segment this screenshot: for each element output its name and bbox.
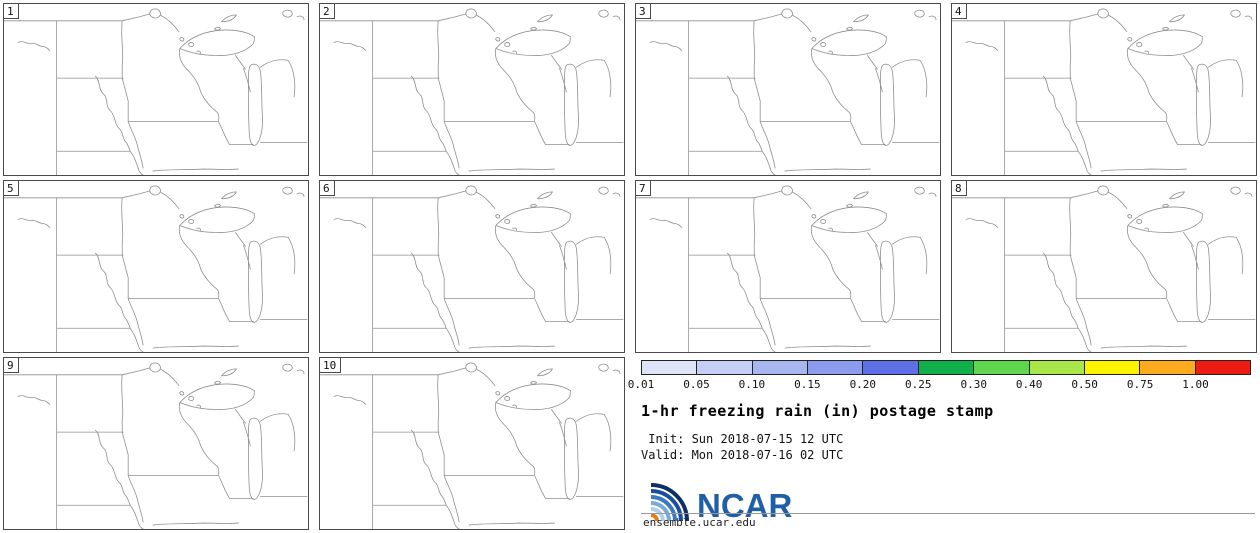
- map-panel: 6: [319, 180, 625, 353]
- colorbar-segment: [642, 361, 698, 374]
- panel-number: 10: [320, 358, 342, 373]
- colorbar-segment: [1029, 361, 1085, 374]
- midwest-map: [4, 8, 308, 175]
- colorbar-segment: [1084, 361, 1141, 374]
- legend-block: 0.01 0.05 0.10 0.15 0.20 0.25 0.30 0.40 0.50 0.75…: [628, 357, 1257, 530]
- panel-number: 9: [4, 358, 19, 373]
- midwest-map: [4, 362, 308, 529]
- map-panel: 7: [635, 180, 941, 353]
- map-panel: 3: [635, 3, 941, 176]
- colorbar-segment: [808, 361, 864, 374]
- midwest-map: [636, 8, 940, 175]
- colorbar-tick-label: 0.20: [849, 378, 877, 391]
- map-panel: 5: [3, 180, 309, 353]
- colorbar-tick-label: 1.00: [1182, 378, 1209, 391]
- panel-number: 4: [952, 4, 967, 19]
- site-url: ensemble.ucar.edu: [641, 513, 1255, 530]
- plot-title: 1-hr freezing rain (in) postage stamp: [641, 402, 994, 420]
- colorbar-segment: [752, 361, 809, 374]
- panel-number: 6: [320, 181, 335, 196]
- colorbar-segment: [918, 361, 975, 374]
- ncar-swoosh-icon: [650, 483, 689, 522]
- colorbar-tick-label: 0.75: [1126, 378, 1154, 391]
- panel-number: 1: [4, 4, 19, 19]
- colorbar-tick-label: 0.01: [627, 378, 655, 391]
- colorbar-tick-label: 0.40: [1015, 378, 1043, 391]
- colorbar: [641, 360, 1251, 375]
- colorbar-segment: [697, 361, 753, 374]
- midwest-map: [320, 185, 624, 352]
- midwest-map: [320, 362, 624, 529]
- map-panel: 4: [951, 3, 1257, 176]
- midwest-map: [4, 185, 308, 352]
- valid-time: Valid: Mon 2018-07-16 02 UTC: [641, 447, 844, 462]
- midwest-map: [636, 185, 940, 352]
- midwest-map: [952, 8, 1256, 175]
- map-panel: 9: [3, 357, 309, 530]
- ncar-wordmark: NCAR: [697, 487, 792, 523]
- midwest-map: [952, 185, 1256, 352]
- panel-number: 7: [636, 181, 651, 196]
- colorbar-segment: [863, 361, 919, 374]
- panel-number: 8: [952, 181, 967, 196]
- panel-number: 3: [636, 4, 651, 19]
- map-panel: 2: [319, 3, 625, 176]
- map-panel: 10: [319, 357, 625, 530]
- colorbar-tick-label: 0.25: [905, 378, 932, 391]
- colorbar-segment: [1140, 361, 1196, 374]
- colorbar-tick-label: 0.50: [1071, 378, 1098, 391]
- colorbar-ticks: 0.01 0.05 0.10 0.15 0.20 0.25 0.30 0.40 0.50 0.75…: [628, 375, 1251, 392]
- panel-number: 2: [320, 4, 335, 19]
- map-panel: 1: [3, 3, 309, 176]
- colorbar-tick-label: 0.05: [683, 378, 710, 391]
- colorbar-tick-label: 0.15: [794, 378, 821, 391]
- init-time: Init: Sun 2018-07-15 12 UTC: [641, 432, 844, 446]
- panel-number: 5: [4, 181, 19, 196]
- colorbar-tick-label: 0.10: [738, 378, 766, 391]
- colorbar-segment: [974, 361, 1030, 374]
- midwest-map: [320, 8, 624, 175]
- ncar-logo: NCAR: [641, 477, 1251, 524]
- colorbar-segment: [1195, 361, 1250, 374]
- colorbar-tick-label: 0.30: [960, 378, 987, 391]
- map-panel: 8: [951, 180, 1257, 353]
